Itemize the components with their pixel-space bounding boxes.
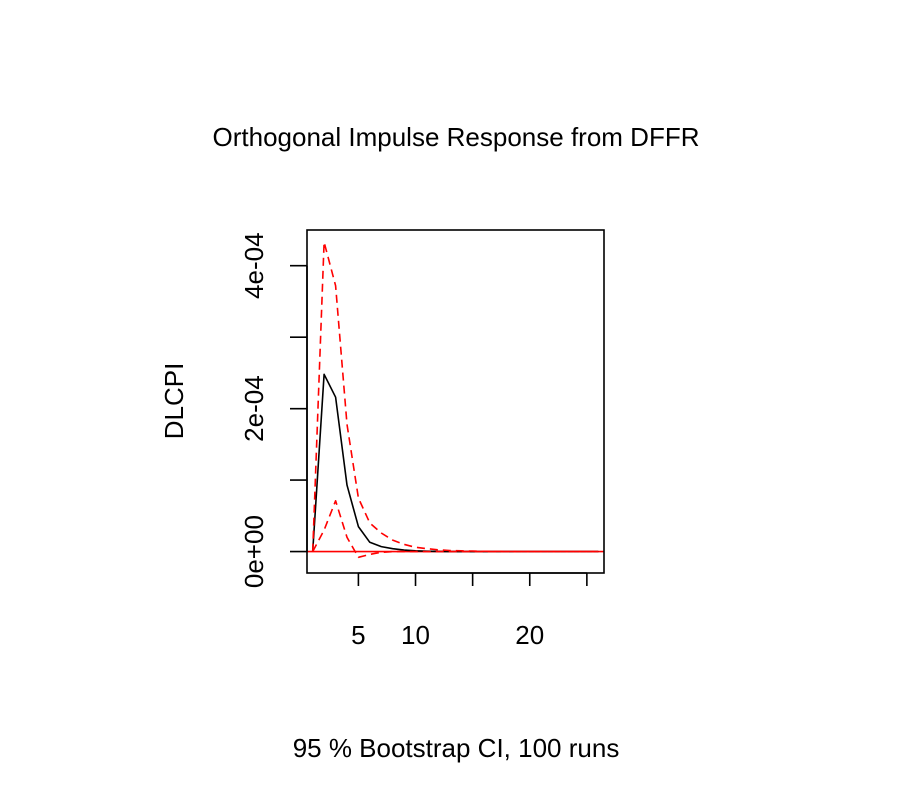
x-axis: 5 10 20 — [351, 572, 588, 650]
y-tick-label: 2e-04 — [239, 375, 269, 442]
x-tick-label: 10 — [401, 620, 430, 650]
chart-title: Orthogonal Impulse Response from DFFR — [213, 122, 700, 152]
y-axis-label: DLCPI — [159, 363, 189, 440]
x-tick-label: 20 — [515, 620, 544, 650]
plot-area — [306, 229, 605, 574]
series-line-irf — [311, 373, 599, 553]
y-tick-label: 0e+00 — [239, 515, 269, 588]
x-tick-label: 5 — [351, 620, 365, 650]
x-axis-label: 95 % Bootstrap CI, 100 runs — [293, 733, 620, 763]
series-line-upper — [311, 241, 599, 553]
series-line-lower — [311, 499, 599, 559]
y-axis: 0e+00 2e-04 4e-04 — [239, 232, 308, 588]
plot-frame — [306, 229, 605, 574]
y-tick-label: 4e-04 — [239, 232, 269, 299]
